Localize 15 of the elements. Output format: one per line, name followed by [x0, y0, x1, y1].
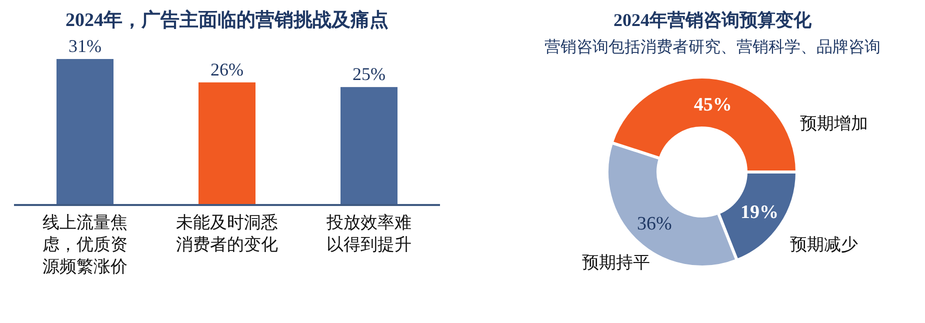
data-label: 36% [637, 214, 672, 235]
x-tick-label: 投放效率难以得到提升 [326, 213, 412, 255]
data-label: 25% [352, 64, 386, 84]
x-tick-label: 未能及时洞悉消费者的变化 [176, 213, 278, 255]
x-tick-label: 线上流量焦虑，优质资源频繁涨价 [42, 213, 128, 277]
chart-title: 2024年，广告主面临的营销挑战及痛点 [66, 9, 388, 31]
data-label: 31% [68, 36, 102, 56]
chart-title: 2024年营销咨询预算变化 [614, 10, 812, 30]
data-label: 45% [694, 94, 732, 116]
chart-subtitle: 营销咨询包括消费者研究、营销科学、品牌咨询 [544, 37, 880, 56]
slice-label: 预期减少 [790, 235, 858, 255]
slice-label: 预期持平 [582, 253, 650, 273]
data-label: 26% [210, 59, 244, 80]
data-label: 19% [740, 202, 778, 224]
slice-label: 预期增加 [800, 114, 868, 134]
